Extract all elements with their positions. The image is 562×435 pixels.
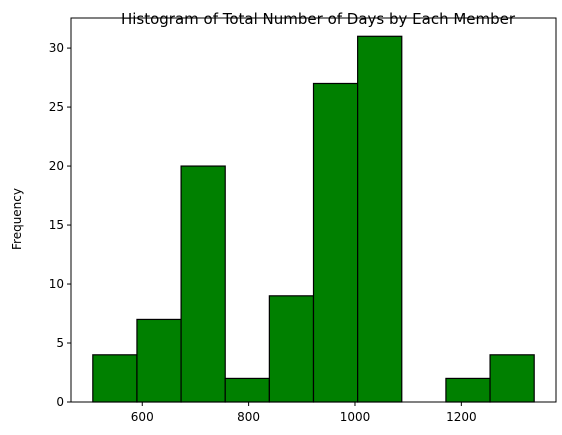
y-tick-label: 10 <box>49 277 64 291</box>
histogram-bar <box>489 354 535 403</box>
y-tick-label: 5 <box>56 336 64 350</box>
histogram-bar <box>136 318 182 403</box>
plot-frame <box>70 17 557 403</box>
x-tick-label: 1200 <box>446 410 477 424</box>
histogram-bar <box>312 82 359 403</box>
y-tick-label: 30 <box>49 41 64 55</box>
histogram-bar <box>268 295 315 403</box>
histogram-bar <box>357 35 403 403</box>
histogram-bar <box>445 377 491 403</box>
x-tick-label: 800 <box>237 410 260 424</box>
y-tick-label: 25 <box>49 100 64 114</box>
y-tick-label: 20 <box>49 159 64 173</box>
bars-group <box>92 35 535 403</box>
y-tick-label: 15 <box>49 218 64 232</box>
histogram-bar <box>224 377 270 403</box>
x-tick-label: 1000 <box>340 410 371 424</box>
y-axis-label: Frequency <box>10 188 24 250</box>
chart-title: Histogram of Total Number of Days by Eac… <box>121 10 516 28</box>
x-tick-label: 600 <box>131 410 154 424</box>
y-tick-label: 0 <box>56 395 64 409</box>
histogram-bar <box>180 165 226 403</box>
histogram-bar <box>92 354 138 403</box>
x-axis: 600 800 1000 1200 <box>131 402 477 424</box>
y-axis: 0 5 10 15 20 25 30 <box>49 41 71 409</box>
